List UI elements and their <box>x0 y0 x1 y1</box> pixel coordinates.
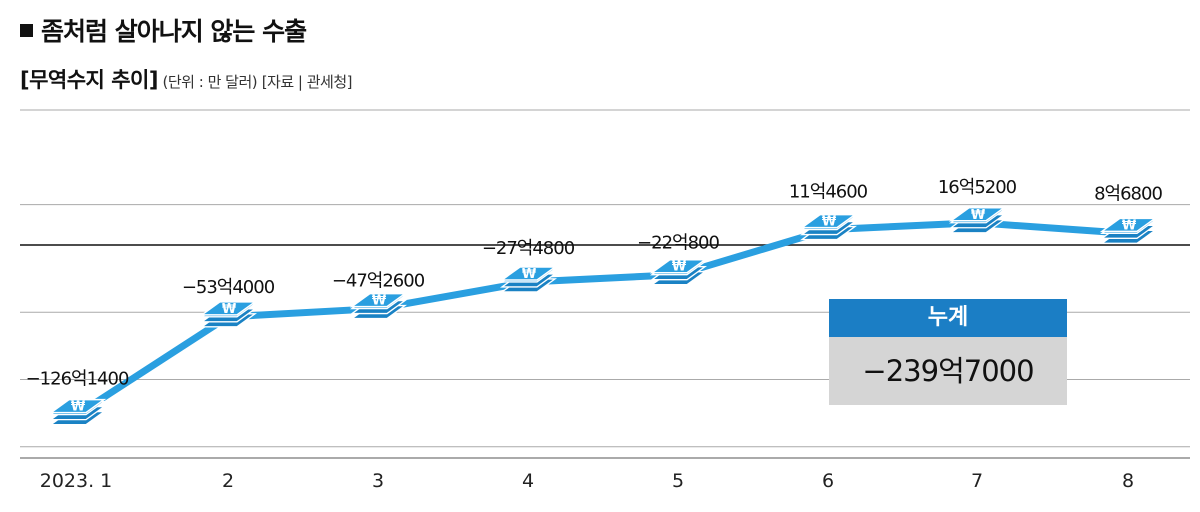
data-label: 11억4600 <box>789 182 868 203</box>
svg-text:₩: ₩ <box>822 215 837 230</box>
data-label: −47억2600 <box>332 271 425 292</box>
x-tick-label: 2 <box>222 470 234 492</box>
data-label: 8억6800 <box>1094 183 1162 204</box>
chart-title-text: 좀처럼 살아나지 않는 수출 <box>41 17 307 46</box>
svg-text:₩: ₩ <box>971 208 986 223</box>
subtitle-main: [무역수지 추이] <box>20 68 158 92</box>
won-banknote-stack-icon: ₩ <box>199 301 258 328</box>
won-banknote-stack-icon: ₩ <box>649 258 708 286</box>
chart-title: 좀처럼 살아나지 않는 수출 <box>20 12 307 48</box>
cumulative-total-label: 누계 <box>829 299 1067 337</box>
x-tick-label: 3 <box>372 470 384 492</box>
data-label: 16억5200 <box>938 177 1017 198</box>
chart-data-labels: −126억1400 −53억4000 −47억2600 −27억4800 −22억800… <box>26 177 1164 390</box>
data-label: −27억4800 <box>482 238 575 259</box>
x-tick-label: 7 <box>971 470 983 492</box>
svg-text:₩: ₩ <box>372 294 387 309</box>
chart-subtitle: [무역수지 추이] (단위 : 만 달러) [자료 | 관세청] <box>20 64 352 94</box>
x-tick-label: 5 <box>672 470 684 492</box>
subtitle-source: [자료 | 관세청] <box>261 73 353 91</box>
won-banknote-stack-icon: ₩ <box>799 213 858 241</box>
won-banknote-stack-icon: ₩ <box>349 292 408 320</box>
won-banknote-stack-icon: ₩ <box>948 207 1007 234</box>
svg-text:₩: ₩ <box>71 400 86 415</box>
chart-point-icons: ₩ ₩ ₩ ₩ ₩ ₩ ₩ ₩ <box>48 207 1158 426</box>
x-tick-label: 8 <box>1122 470 1134 492</box>
chart-x-ticks: 2023. 1 2 3 4 5 6 7 8 <box>40 470 1134 492</box>
svg-text:₩: ₩ <box>522 267 537 282</box>
won-banknote-stack-icon: ₩ <box>1099 217 1158 244</box>
svg-text:₩: ₩ <box>222 302 237 317</box>
subtitle-unit: (단위 : 만 달러) <box>162 73 258 91</box>
x-tick-label: 4 <box>522 470 534 492</box>
svg-text:₩: ₩ <box>672 260 687 275</box>
cumulative-total-box: 누계 −239억7000 <box>829 299 1067 405</box>
data-label: −126억1400 <box>26 369 129 390</box>
data-label: −53억4000 <box>182 277 275 298</box>
won-banknote-stack-icon: ₩ <box>499 266 558 293</box>
won-banknote-stack-icon: ₩ <box>48 398 107 426</box>
x-tick-label: 6 <box>822 470 834 492</box>
title-bullet-square <box>20 24 33 37</box>
x-tick-label: 2023. 1 <box>40 470 113 492</box>
cumulative-total-value: −239억7000 <box>829 337 1067 405</box>
data-label: −22억800 <box>637 233 719 254</box>
svg-text:₩: ₩ <box>1122 218 1137 233</box>
